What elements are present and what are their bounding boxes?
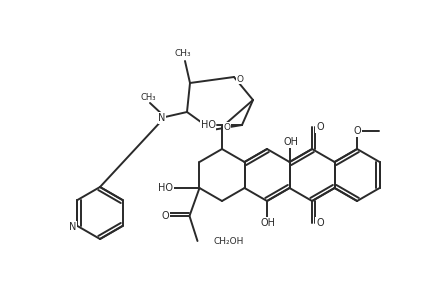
- Text: N: N: [158, 113, 166, 123]
- Text: CH₂OH: CH₂OH: [213, 237, 244, 245]
- Text: N: N: [69, 222, 76, 232]
- Text: OH: OH: [261, 218, 276, 228]
- Text: O: O: [316, 218, 324, 228]
- Text: HO: HO: [158, 183, 173, 193]
- Text: O: O: [162, 211, 169, 221]
- Text: HO: HO: [201, 120, 216, 130]
- Text: O: O: [224, 122, 230, 132]
- Text: CH₃: CH₃: [140, 93, 156, 101]
- Text: O: O: [236, 75, 244, 83]
- Text: CH₃: CH₃: [175, 50, 191, 58]
- Text: OH: OH: [283, 137, 298, 147]
- Text: O: O: [316, 122, 324, 132]
- Text: O: O: [353, 126, 361, 136]
